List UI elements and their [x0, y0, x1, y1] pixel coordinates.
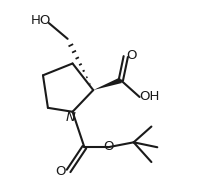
Text: O: O [126, 49, 137, 62]
Text: OH: OH [139, 90, 160, 103]
Text: O: O [103, 140, 113, 153]
Text: O: O [55, 165, 66, 178]
Polygon shape [93, 77, 122, 90]
Text: HO: HO [31, 14, 51, 27]
Text: N: N [66, 111, 75, 124]
